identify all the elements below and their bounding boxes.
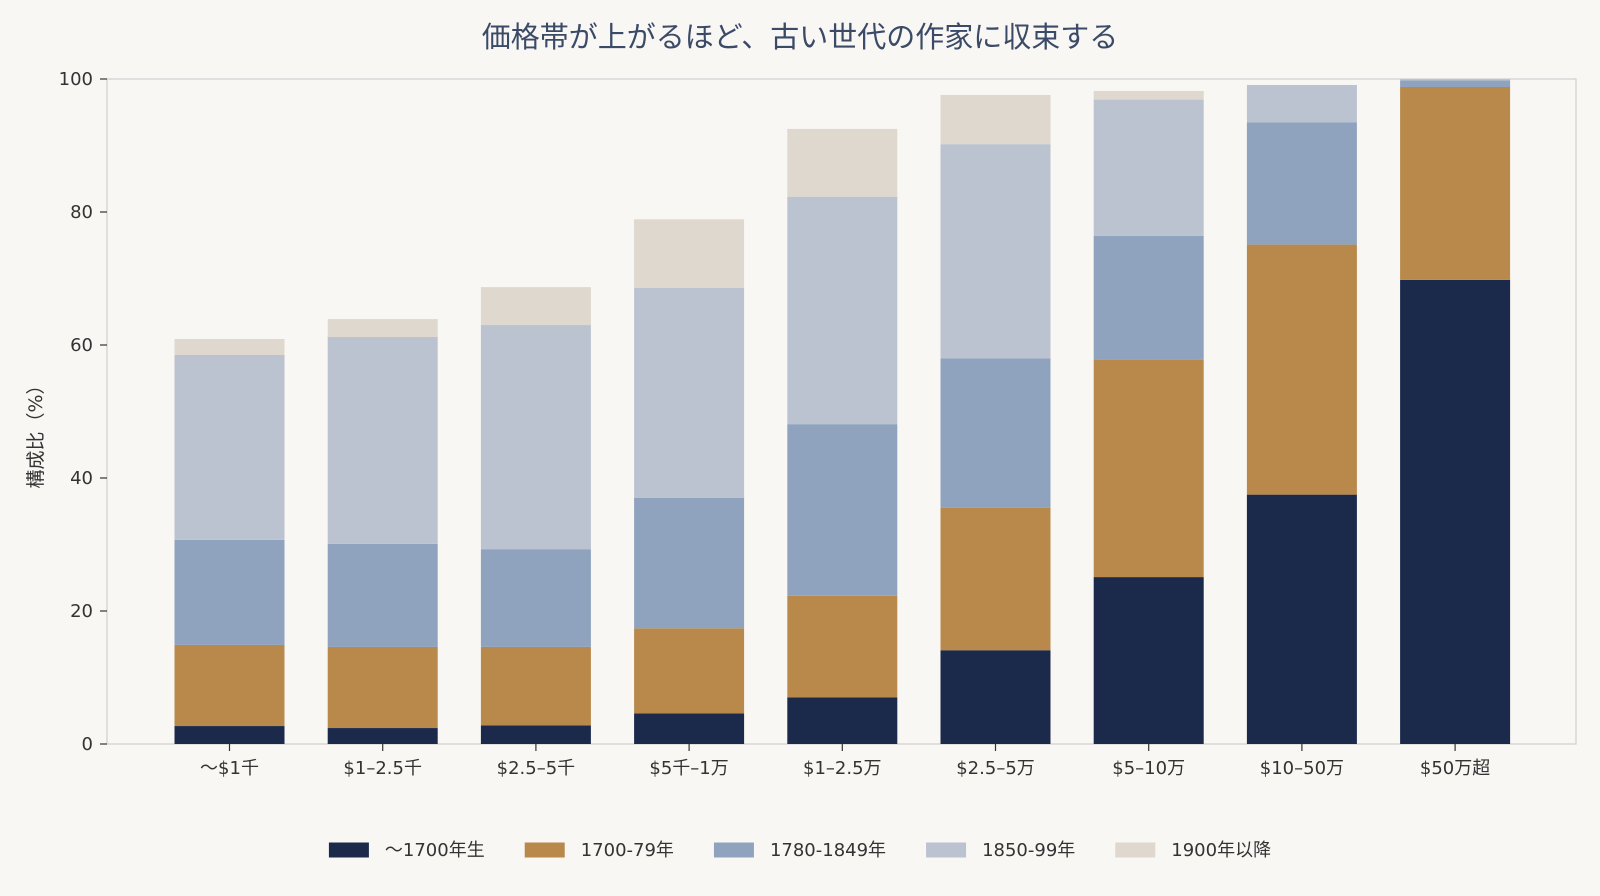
y-tick-label: 20 (70, 601, 93, 622)
bar-segment (787, 595, 898, 698)
x-tick-label: $5千–1万 (649, 758, 728, 779)
bar-segment (480, 549, 591, 647)
y-axis-label: 構成比（%） (25, 375, 47, 488)
bar-segment (1400, 86, 1511, 280)
bar-segment (327, 728, 438, 744)
bar-segment (787, 424, 898, 596)
legend-item: 1780-1849年 (713, 840, 886, 861)
bar-segment (1093, 577, 1204, 744)
x-tick-label: $50万超 (1420, 758, 1490, 779)
legend: 〜1700年生 1700-79年 1780-1849年 1850-99年 1900年以降 (328, 840, 1271, 861)
bar-segment (174, 644, 285, 727)
legend-item: 〜1700年生 (328, 840, 485, 861)
bar-segment (174, 339, 285, 355)
bar-segment (634, 497, 745, 629)
bar-segment (634, 713, 745, 744)
x-tick-label: $1–2.5千 (343, 758, 422, 779)
bar-segment (1093, 359, 1204, 578)
x-tick-label: $10–50万 (1260, 758, 1344, 779)
legend-label: 1900年以降 (1171, 840, 1271, 861)
y-tick-label: 100 (59, 69, 93, 90)
bars-layer (174, 79, 1511, 744)
bar-segment (327, 337, 438, 544)
axes-layer: 0 20 40 60 80 100 〜$1千 $1–2.5千 $2.5–5千 $5千–1万 $1–2… (59, 69, 1491, 779)
legend-item: 1700-79年 (524, 840, 674, 861)
bar-segment (940, 358, 1051, 508)
x-tick-label: $2.5–5万 (956, 758, 1035, 779)
legend-item: 1850-99年 (926, 840, 1075, 861)
legend-swatch (524, 842, 565, 858)
bar-segment (1246, 244, 1357, 495)
y-tick-label: 80 (70, 202, 93, 223)
chart-title: 価格帯が上がるほど、古い世代の作家に収束する (482, 20, 1119, 54)
y-tick-label: 0 (82, 734, 93, 755)
legend-item: 1900年以降 (1115, 840, 1271, 861)
bar-segment (1246, 494, 1357, 744)
legend-label: 1780-1849年 (770, 840, 886, 861)
legend-label: 〜1700年生 (385, 840, 485, 861)
legend-swatch (328, 842, 369, 858)
legend-swatch (713, 842, 754, 858)
bar-segment (480, 325, 591, 550)
bar-segment (1400, 80, 1511, 87)
x-tick-label: 〜$1千 (200, 758, 259, 779)
bar-segment (1400, 279, 1511, 744)
x-tick-label: $2.5–5千 (497, 758, 576, 779)
bar-segment (787, 128, 898, 197)
bar-segment (1246, 122, 1357, 245)
bar-segment (327, 319, 438, 338)
legend-label: 1700-79年 (581, 840, 674, 861)
bar-segment (1246, 84, 1357, 123)
bar-segment (787, 196, 898, 425)
bar-segment (1093, 235, 1204, 360)
bar-segment (480, 287, 591, 326)
x-tick-label: $1–2.5万 (803, 758, 882, 779)
bar-segment (174, 726, 285, 744)
bar-segment (940, 507, 1051, 651)
legend-swatch (1115, 842, 1156, 858)
legend-label: 1850-99年 (982, 840, 1075, 861)
bar-segment (1093, 90, 1204, 100)
bar-segment (634, 287, 745, 498)
bar-segment (174, 539, 285, 645)
bar-segment (480, 725, 591, 744)
bar-segment (174, 354, 285, 540)
bar-segment (634, 628, 745, 714)
y-tick-label: 40 (70, 468, 93, 489)
bar-segment (940, 650, 1051, 744)
bar-segment (1093, 99, 1204, 236)
y-tick-label: 60 (70, 335, 93, 356)
bar-segment (940, 144, 1051, 359)
bar-segment (480, 646, 591, 726)
bar-segment (327, 543, 438, 647)
bar-segment (327, 646, 438, 729)
bar-segment (787, 697, 898, 744)
bar-segment (634, 219, 745, 288)
bar-segment (940, 94, 1051, 145)
legend-swatch (926, 842, 967, 858)
bar-segment (1400, 79, 1511, 81)
x-tick-label: $5–10万 (1112, 758, 1185, 779)
